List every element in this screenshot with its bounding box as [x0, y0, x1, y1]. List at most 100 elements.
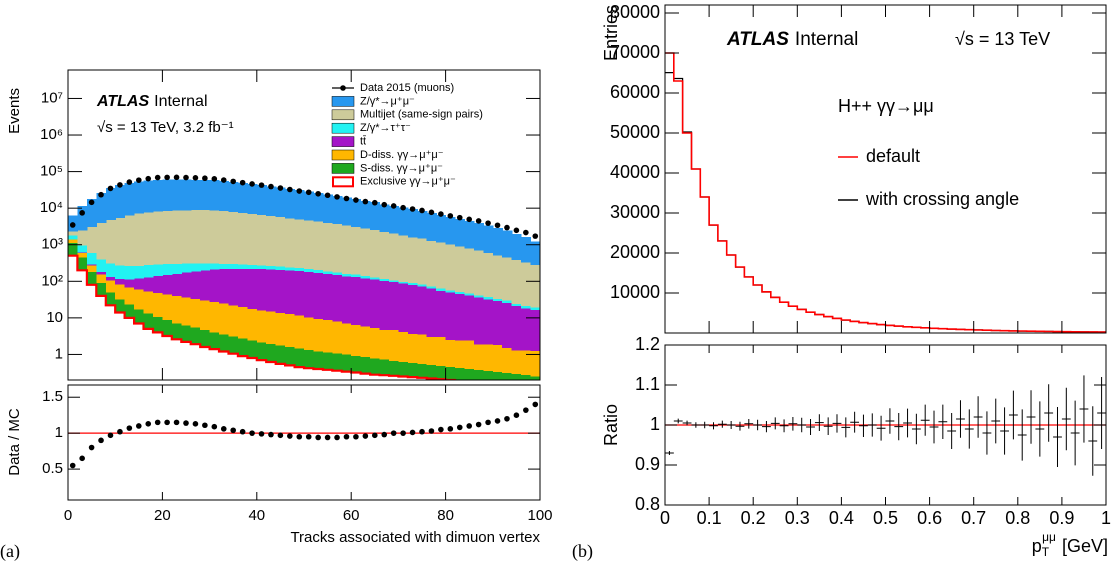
bar-segment: [86, 253, 97, 265]
bar-segment: [200, 300, 211, 331]
bar-segment: [143, 212, 154, 266]
ratio-point: [230, 427, 236, 434]
y-tick-label: 10⁶: [40, 126, 63, 143]
ratio-point: [956, 400, 965, 438]
ratio-point: [154, 419, 161, 426]
bar-segment: [124, 279, 135, 288]
x-label-unit: [GeV]: [1062, 536, 1108, 556]
data-point: [428, 209, 435, 216]
bar-segment: [492, 227, 503, 256]
bar-segment: [417, 284, 428, 287]
bar-segment: [190, 271, 201, 300]
ratio-point: [419, 428, 425, 435]
bar-segment: [332, 353, 343, 371]
bar-segment: [181, 179, 192, 211]
data-point: [230, 178, 236, 185]
data-point: [353, 197, 359, 203]
bar-segment: [256, 184, 267, 215]
bar-segment: [143, 277, 154, 292]
y-tick-label: 10²: [41, 272, 63, 289]
data-point: [136, 177, 142, 183]
bar-segment: [152, 211, 163, 265]
bar-segment: [426, 212, 437, 241]
data-point: [456, 214, 463, 221]
bar-segment: [502, 302, 513, 348]
bar-segment: [266, 186, 277, 216]
bar-segment: [426, 364, 437, 379]
ratio-point: [823, 417, 833, 435]
bar-segment: [86, 271, 97, 285]
ratio-point: [239, 428, 246, 435]
bar-segment: [152, 292, 163, 318]
bar-segment: [445, 244, 456, 291]
bar-segment: [162, 210, 173, 265]
bar-segment: [77, 230, 88, 246]
y-tick-label: 10: [46, 309, 63, 326]
ratio-point: [98, 437, 104, 444]
bar-segment: [77, 245, 88, 253]
bar-segment: [77, 257, 88, 271]
ratio-y-tick-label: 0.8: [635, 494, 660, 514]
bar-segment: [228, 305, 239, 337]
ratio-point: [324, 434, 331, 441]
bar-segment: [294, 315, 305, 349]
bar-segment: [322, 273, 333, 321]
bar-segment: [171, 179, 182, 211]
bar-segment: [219, 269, 230, 304]
bar-segment: [105, 219, 116, 264]
bar-segment: [332, 195, 343, 225]
bar-segment: [492, 344, 503, 373]
ratio-point: [532, 401, 539, 408]
bar-segment: [152, 317, 163, 333]
ratio-point: [947, 413, 957, 449]
bar-segment: [190, 179, 201, 211]
annotation: √s = 13 TeV: [955, 29, 1050, 49]
bar-segment: [370, 230, 381, 278]
bar-segment: [455, 218, 466, 247]
y-tick-label: 50000: [610, 122, 660, 142]
bar-segment: [68, 231, 79, 236]
bar-segment: [162, 275, 173, 295]
x-label-base: p: [1032, 536, 1042, 556]
ratio-point: [797, 417, 807, 433]
data-point: [107, 185, 114, 192]
bar-segment: [473, 250, 484, 296]
bar-segment: [511, 233, 522, 260]
bar-segment: [68, 239, 79, 244]
bar-segment: [304, 191, 315, 221]
legend-swatch: [331, 163, 355, 174]
data-point: [523, 229, 529, 236]
bar-segment: [219, 334, 230, 352]
bar-segment: [313, 351, 324, 369]
bar-segment: [275, 187, 286, 218]
bar-segment: [200, 210, 211, 264]
data-point: [296, 188, 303, 194]
bar-segment: [228, 264, 239, 269]
bar-segment: [445, 292, 456, 341]
ratio-point: [744, 419, 754, 429]
atlas-label: ATLAS: [96, 93, 149, 110]
data-point: [88, 199, 95, 206]
bar-segment: [209, 180, 220, 211]
bar-segment: [152, 264, 163, 277]
ratio-panel: [68, 401, 540, 469]
data-point: [400, 204, 406, 211]
bar-segment: [256, 214, 267, 266]
y-tick-label: 10⁵: [40, 163, 63, 180]
bar-segment: [313, 270, 324, 273]
ratio-point: [353, 433, 359, 440]
ratio-point: [709, 422, 718, 430]
ratio-point: [1035, 401, 1045, 457]
bar-segment: [247, 183, 258, 214]
bar-segment: [464, 248, 475, 294]
bar-segment: [388, 282, 399, 330]
bar-segment: [332, 275, 343, 322]
bar-segment: [96, 282, 107, 296]
bar-segment: [492, 301, 503, 345]
ratio-axis-label: Ratio: [601, 404, 621, 446]
ratio-point: [832, 414, 842, 433]
bar-segment: [388, 329, 399, 362]
bar-segment: [530, 307, 540, 311]
bar-segment: [68, 243, 79, 256]
